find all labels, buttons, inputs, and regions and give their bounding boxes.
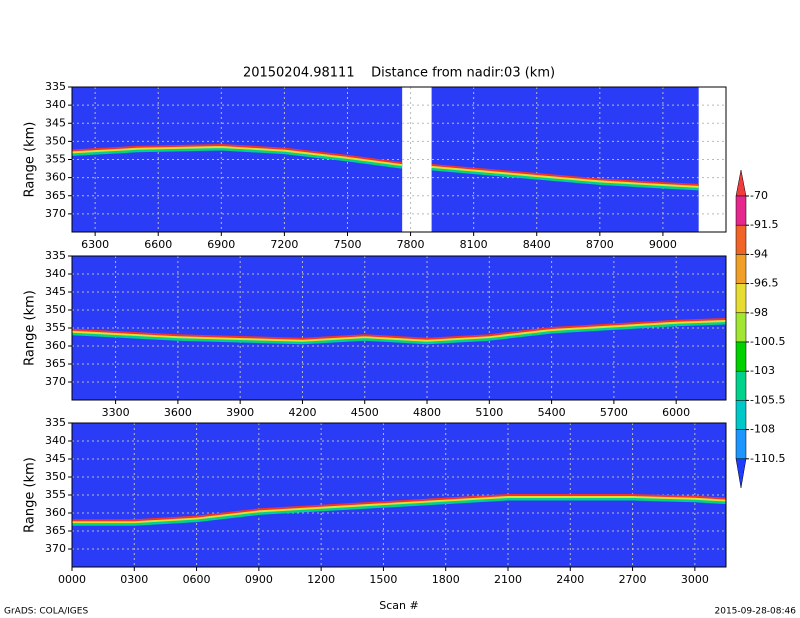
- y-tick-label: 370: [45, 375, 66, 388]
- y-tick-label: 345: [45, 285, 66, 298]
- y-tick-label: 345: [45, 452, 66, 465]
- x-tick-label: 3300: [102, 406, 130, 419]
- colorbar-swatch: [735, 400, 747, 430]
- x-tick-label: 1800: [432, 573, 460, 586]
- y-tick-label: 340: [45, 434, 66, 447]
- surface-line: [71, 318, 727, 340]
- colorbar-label: -108: [750, 423, 775, 436]
- x-tick-label: 0900: [245, 573, 273, 586]
- y-tick-label: 365: [45, 189, 66, 202]
- x-tick-label: 3600: [164, 406, 192, 419]
- y-tick-label: 335: [45, 416, 66, 429]
- data-coverage: [431, 87, 699, 232]
- x-tick-label: 7500: [333, 238, 361, 251]
- y-tick-label: 355: [45, 488, 66, 501]
- colorbar-swatch: [735, 224, 747, 255]
- colorbar-swatch: [735, 283, 747, 314]
- colorbar-swatch: [735, 458, 747, 489]
- y-tick-label: 350: [45, 303, 66, 316]
- y-tick-label: 370: [45, 207, 66, 220]
- surface-line: [71, 144, 403, 165]
- x-tick-label: 8700: [586, 238, 614, 251]
- colorbar-label: -110.5: [750, 452, 785, 465]
- colorbar-swatch: [735, 195, 747, 226]
- x-tick-label: 6000: [662, 406, 690, 419]
- surface-edge: [72, 494, 727, 524]
- y-tick-label: 355: [45, 153, 66, 166]
- colorbar-swatch: [735, 429, 747, 460]
- y-tick-label: 360: [45, 339, 66, 352]
- y-tick-label: 340: [45, 267, 66, 280]
- colorbar-swatch: [735, 254, 747, 284]
- colorbar-label: -103: [750, 364, 775, 377]
- y-tick-label: 345: [45, 116, 66, 129]
- x-tick-label: 6900: [207, 238, 235, 251]
- x-tick-label: 2400: [556, 573, 584, 586]
- surface-edge: [71, 318, 727, 342]
- y-tick-label: 350: [45, 470, 66, 483]
- x-tick-label: 8400: [523, 238, 551, 251]
- x-tick-label: 4800: [413, 406, 441, 419]
- surface-edge: [71, 144, 403, 167]
- x-tick-label: 3000: [681, 573, 709, 586]
- y-tick-label: 370: [45, 542, 66, 555]
- x-tick-label: 5400: [538, 406, 566, 419]
- y-tick-label: 355: [45, 321, 66, 334]
- x-tick-label: 6600: [144, 238, 172, 251]
- x-tick-label: 0000: [58, 573, 86, 586]
- colorbar-swatch: [735, 370, 747, 401]
- y-tick-label: 360: [45, 171, 66, 184]
- x-tick-label: 4200: [288, 406, 316, 419]
- colorbar-swatch: [735, 169, 747, 197]
- x-tick-label: 2700: [619, 573, 647, 586]
- y-tick-label: 340: [45, 98, 66, 111]
- x-tick-label: 8100: [460, 238, 488, 251]
- surface-line: [72, 494, 727, 522]
- plot-frame: [71, 422, 727, 568]
- colorbar-label: -94: [750, 247, 768, 260]
- y-tick-label: 365: [45, 524, 66, 537]
- plot-frame: [71, 255, 727, 401]
- colorbar-label: -105.5: [750, 393, 785, 406]
- colorbar-label: -91.5: [750, 218, 778, 231]
- x-tick-label: 9000: [649, 238, 677, 251]
- surface-line: [431, 163, 699, 186]
- x-axis-label: Scan #: [379, 599, 418, 612]
- x-tick-label: 1500: [369, 573, 397, 586]
- y-tick-label: 335: [45, 80, 66, 93]
- y-tick-label: 365: [45, 357, 66, 370]
- y-tick-label: 335: [45, 249, 66, 262]
- colorbar-label: -96.5: [750, 277, 778, 290]
- x-tick-label: 0300: [120, 573, 148, 586]
- footer-left: GrADS: COLA/IGES: [4, 607, 88, 617]
- y-axis-label: Range (km): [23, 290, 38, 366]
- colorbar-label: -100.5: [750, 335, 785, 348]
- chart-title: 20150204.98111 Distance from nadir:03 (k…: [243, 66, 555, 81]
- colorbar-label: -70: [750, 189, 768, 202]
- x-tick-label: 4500: [351, 406, 379, 419]
- plot-frame: [71, 86, 727, 233]
- colorbar-swatch: [735, 312, 747, 343]
- x-tick-label: 5700: [600, 406, 628, 419]
- surface-edge: [431, 164, 699, 188]
- y-axis-label: Range (km): [23, 122, 38, 198]
- colorbar-label: -98: [750, 306, 768, 319]
- y-tick-label: 350: [45, 134, 66, 147]
- x-tick-label: 7200: [270, 238, 298, 251]
- colorbar-swatch: [735, 341, 747, 372]
- x-tick-label: 0600: [183, 573, 211, 586]
- x-tick-label: 7800: [397, 238, 425, 251]
- y-axis-label: Range (km): [23, 457, 38, 533]
- x-tick-label: 5100: [475, 406, 503, 419]
- x-tick-label: 6300: [81, 238, 109, 251]
- x-tick-label: 3900: [226, 406, 254, 419]
- y-tick-label: 360: [45, 506, 66, 519]
- x-tick-label: 2100: [494, 573, 522, 586]
- x-tick-label: 1200: [307, 573, 335, 586]
- footer-right: 2015-09-28-08:46: [715, 607, 797, 617]
